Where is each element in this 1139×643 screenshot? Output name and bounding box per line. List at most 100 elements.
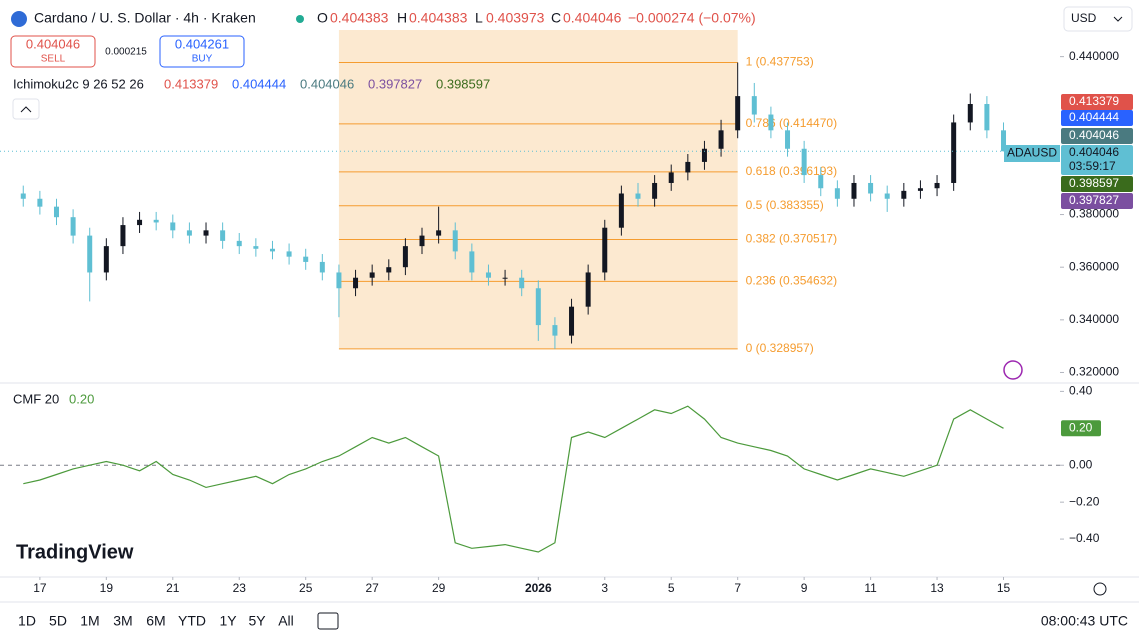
candle-body — [137, 219, 143, 226]
candle-body — [984, 104, 990, 131]
logo: TradingView — [16, 541, 134, 563]
candle-body — [785, 130, 791, 149]
sell-button[interactable] — [10, 35, 96, 68]
candle-body — [602, 227, 608, 273]
range-button[interactable]: 1D — [18, 613, 36, 629]
dropdown-icon — [1113, 16, 1123, 22]
candle-body — [236, 240, 242, 247]
candle-body — [868, 182, 874, 194]
x-tick-label: 19 — [100, 581, 114, 595]
range-button[interactable]: YTD — [178, 613, 206, 629]
candle-body — [419, 235, 425, 247]
candle-body — [436, 230, 442, 236]
symbol-title[interactable]: Cardano / U. S. Dollar · 4h · Kraken — [34, 10, 256, 26]
settings-icon[interactable] — [1093, 582, 1107, 596]
indicator-name: Ichimoku2c 9 26 52 26 — [13, 76, 144, 91]
x-tick-label: 11 — [864, 581, 877, 595]
range-button[interactable]: 6M — [146, 613, 165, 629]
candle-body — [768, 114, 774, 131]
spread: 0.000215 — [105, 47, 147, 58]
x-tick-label: 7 — [734, 581, 741, 595]
candle-body — [452, 230, 458, 252]
symbol-tag: ADAUSD — [1007, 146, 1057, 160]
date-range-icon[interactable] — [317, 612, 339, 630]
buy-label: BUY — [192, 54, 213, 65]
range-button[interactable]: 3M — [113, 613, 132, 629]
x-tick-label: 27 — [365, 581, 379, 595]
candle-body — [303, 256, 309, 262]
indicator-value: 0.398597 — [436, 76, 490, 91]
ohlc-label: O — [317, 10, 328, 26]
y-tick-label: 0.440000 — [1069, 49, 1119, 63]
y-tick-label: 0.40 — [1069, 384, 1093, 398]
x-tick-label: 21 — [166, 581, 180, 595]
candle-body — [951, 122, 957, 183]
y-tick-label: 0.340000 — [1069, 312, 1119, 326]
sell-price: 0.404046 — [26, 36, 80, 51]
y-tick-label: −0.20 — [1069, 494, 1100, 508]
y-tick-label: 0.380000 — [1069, 207, 1119, 221]
fib-label: 0.5 (0.383355) — [746, 198, 824, 212]
candle-body — [469, 251, 475, 273]
candle-body — [818, 175, 824, 189]
buy-button[interactable] — [159, 35, 245, 68]
y-tick-label: −0.40 — [1069, 531, 1100, 545]
candle-body — [20, 193, 26, 199]
y-tick-label: 0.360000 — [1069, 259, 1119, 273]
ohlc-value: 0.403973 — [486, 10, 545, 26]
candle-body — [901, 190, 907, 199]
buy-price: 0.404261 — [175, 36, 229, 51]
candle-body — [685, 161, 691, 173]
candle-body — [502, 277, 508, 279]
range-button[interactable]: 1M — [80, 613, 99, 629]
range-button[interactable]: All — [278, 613, 294, 629]
candle-body — [967, 104, 973, 123]
fib-label: 1 (0.437753) — [746, 55, 814, 69]
x-tick-label: 17 — [33, 581, 47, 595]
sell-label: SELL — [41, 54, 66, 65]
candle-body — [718, 130, 724, 149]
clock: 08:00:43 UTC — [1041, 613, 1128, 629]
range-button[interactable]: 1Y — [219, 613, 237, 629]
symbol-icon — [11, 11, 27, 27]
candle-body — [319, 261, 325, 273]
x-tick-label: 25 — [299, 581, 313, 595]
candle-body — [735, 96, 741, 131]
price-label-text: 0.404046 — [1069, 128, 1119, 142]
candle-body — [1001, 130, 1007, 152]
candle-body — [884, 193, 890, 199]
price-label — [1061, 128, 1133, 144]
x-tick-label: 23 — [233, 581, 247, 595]
last-price: 0.404046 — [1069, 145, 1119, 159]
replay-icon[interactable] — [1003, 360, 1023, 380]
candle-body — [87, 235, 93, 273]
range-button[interactable]: 5D — [49, 613, 67, 629]
candle-body — [934, 182, 940, 189]
range-button[interactable]: 5Y — [248, 613, 266, 629]
change: −0.000274 (−0.07%) — [628, 10, 756, 26]
ohlc-label: L — [475, 10, 483, 26]
ohlc-value: 0.404046 — [563, 10, 622, 26]
price-label — [1061, 176, 1133, 192]
x-tick-label: 29 — [432, 581, 446, 595]
collapse-button[interactable] — [12, 98, 40, 120]
price-label-text: 0.397827 — [1069, 193, 1119, 207]
candle-body — [369, 272, 375, 278]
price-label-text: 0.413379 — [1069, 94, 1119, 108]
candle-body — [353, 277, 359, 289]
cmf-value: 0.20 — [69, 391, 94, 406]
candle-body — [552, 325, 558, 336]
price-label-text: 0.404444 — [1069, 110, 1119, 124]
fib-label: 0.236 (0.354632) — [746, 273, 837, 287]
price-label — [1061, 193, 1133, 209]
indicator-value: 0.397827 — [368, 76, 422, 91]
x-tick-label: 13 — [930, 581, 944, 595]
indicator-value: 0.404046 — [300, 76, 354, 91]
price-label — [1061, 94, 1133, 110]
candle-body — [53, 206, 59, 218]
ohlc-label: C — [551, 10, 561, 26]
currency-select[interactable] — [1063, 6, 1133, 32]
price-label — [1061, 110, 1133, 126]
